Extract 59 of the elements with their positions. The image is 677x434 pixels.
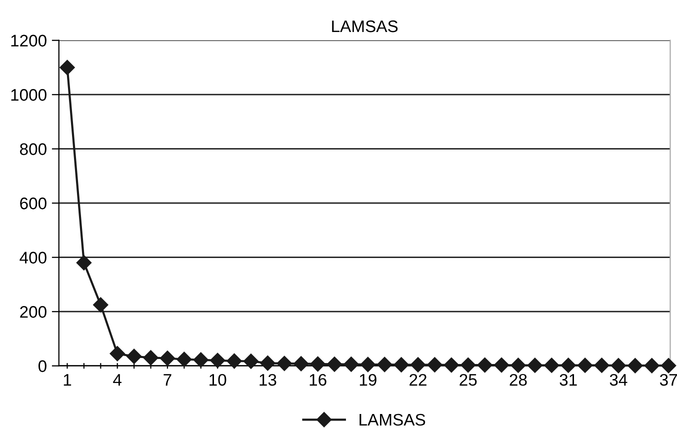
x-tick-label: 28 bbox=[510, 374, 527, 386]
y-tick-label: 1200 bbox=[11, 34, 46, 47]
x-tick-label: 10 bbox=[210, 374, 226, 386]
point bbox=[260, 356, 276, 371]
point bbox=[410, 357, 426, 372]
point bbox=[76, 255, 92, 270]
x-tick-label: 7 bbox=[164, 374, 172, 386]
point bbox=[377, 356, 392, 372]
point bbox=[360, 356, 376, 372]
point bbox=[644, 358, 660, 374]
point bbox=[610, 358, 626, 374]
x-tick-label: 16 bbox=[310, 374, 326, 386]
y-tick-label: 400 bbox=[20, 252, 46, 264]
point bbox=[226, 353, 242, 369]
point bbox=[444, 357, 459, 373]
point bbox=[276, 356, 292, 371]
point bbox=[294, 356, 309, 372]
y-tick-label: 0 bbox=[38, 360, 46, 372]
point bbox=[126, 348, 142, 364]
legend-label: LAMSAS bbox=[360, 414, 426, 426]
x-tick-label: 34 bbox=[610, 374, 628, 386]
point bbox=[344, 356, 359, 372]
x-tick-label: 1 bbox=[64, 374, 72, 386]
point bbox=[510, 358, 526, 373]
point bbox=[243, 354, 259, 369]
y-tick-label: 200 bbox=[20, 306, 46, 318]
point bbox=[628, 358, 643, 374]
point bbox=[577, 358, 593, 373]
x-tick-label: 13 bbox=[260, 374, 276, 386]
point bbox=[527, 358, 543, 373]
point bbox=[143, 350, 158, 366]
point bbox=[176, 352, 192, 367]
x-tick-label: 4 bbox=[113, 374, 122, 386]
point bbox=[494, 357, 510, 373]
x-tick-label: 19 bbox=[360, 374, 376, 386]
x-tick-label: 22 bbox=[410, 374, 426, 386]
point bbox=[660, 358, 676, 374]
y-tick-label: 800 bbox=[20, 143, 46, 156]
point bbox=[544, 358, 560, 373]
point bbox=[560, 358, 576, 373]
x-tick-label: 37 bbox=[660, 374, 677, 386]
point bbox=[594, 358, 610, 373]
point bbox=[210, 352, 226, 368]
point bbox=[394, 357, 409, 372]
y-tick-label: 600 bbox=[20, 198, 46, 210]
chart-title: LAMSAS bbox=[332, 20, 398, 32]
point bbox=[93, 297, 108, 312]
y-tick-label: 1000 bbox=[11, 89, 46, 101]
point bbox=[193, 352, 208, 368]
x-tick-label: 25 bbox=[460, 374, 477, 386]
point bbox=[460, 357, 476, 373]
point bbox=[427, 357, 442, 372]
point bbox=[110, 346, 125, 362]
point bbox=[310, 356, 326, 372]
point bbox=[326, 356, 342, 372]
point bbox=[60, 60, 75, 76]
point bbox=[160, 350, 176, 366]
x-tick-label: 31 bbox=[560, 374, 577, 386]
point bbox=[477, 357, 492, 373]
